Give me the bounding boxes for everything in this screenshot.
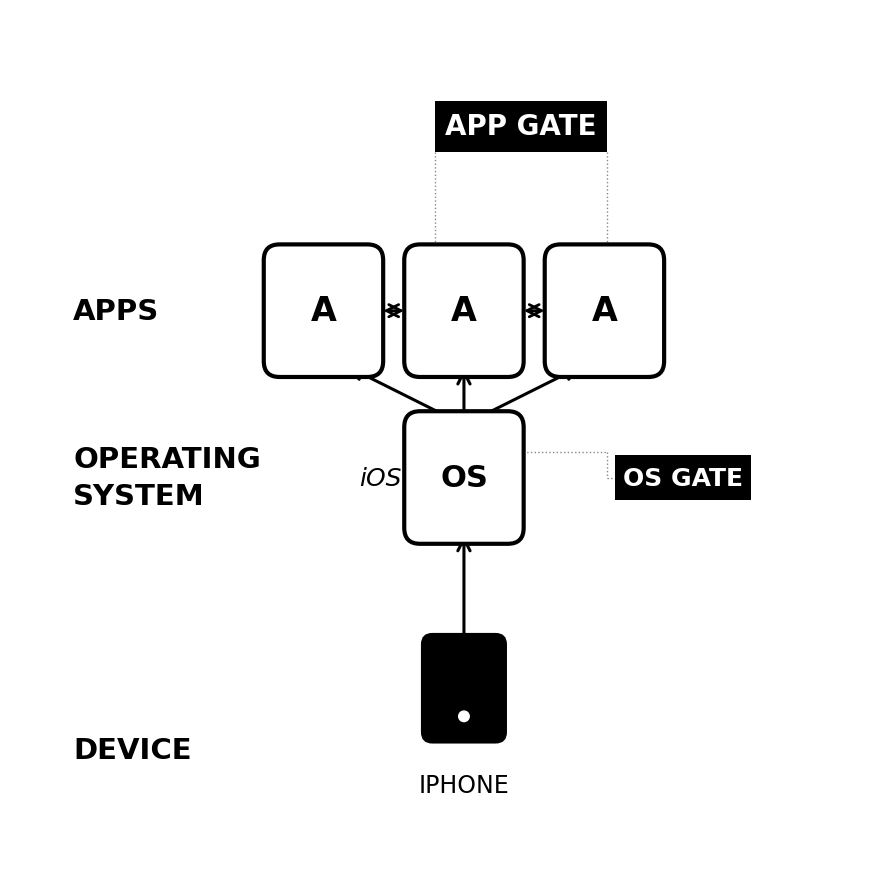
Text: OS: OS (440, 463, 488, 493)
FancyBboxPatch shape (404, 245, 523, 377)
Text: OS GATE: OS GATE (623, 466, 743, 490)
Text: iOS: iOS (359, 466, 402, 490)
Text: A: A (310, 295, 337, 328)
Text: IPHONE: IPHONE (419, 773, 509, 797)
FancyBboxPatch shape (436, 102, 606, 153)
Text: OPERATING
SYSTEM: OPERATING SYSTEM (73, 446, 261, 510)
Text: A: A (451, 295, 476, 328)
FancyBboxPatch shape (263, 245, 383, 377)
Circle shape (459, 711, 469, 722)
Text: A: A (591, 295, 617, 328)
FancyBboxPatch shape (615, 455, 751, 501)
FancyBboxPatch shape (545, 245, 664, 377)
Text: DEVICE: DEVICE (73, 736, 192, 764)
FancyBboxPatch shape (404, 412, 523, 544)
FancyBboxPatch shape (421, 633, 507, 744)
Text: APPS: APPS (73, 297, 159, 325)
Text: APP GATE: APP GATE (446, 113, 597, 141)
